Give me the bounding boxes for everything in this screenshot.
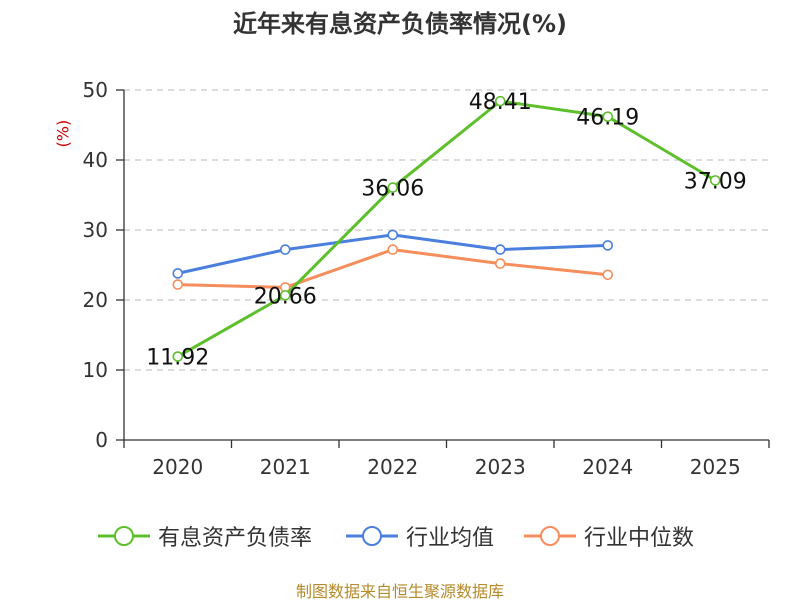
legend-marker-icon	[98, 526, 150, 546]
y-tick-label: 20	[83, 288, 108, 312]
y-tick-label: 0	[95, 428, 108, 452]
data-point	[602, 240, 614, 251]
legend-label: 有息资产负债率	[158, 526, 313, 551]
data-point	[172, 351, 184, 362]
data-point	[279, 290, 291, 301]
data-point	[279, 244, 291, 255]
data-point	[709, 175, 721, 186]
legend-label: 行业均值	[406, 526, 495, 551]
chart-legend: 有息资产负债率 行业均值 行业中位数	[0, 516, 800, 556]
legend-marker-icon	[524, 526, 576, 546]
x-tick-label: 2021	[260, 455, 311, 479]
x-tick-label: 2024	[582, 455, 633, 479]
data-point	[387, 229, 399, 241]
legend-label: 行业中位数	[584, 526, 695, 551]
legend-item[interactable]: 行业中位数	[524, 516, 694, 556]
y-tick-label: 40	[83, 148, 108, 172]
y-tick-label: 10	[83, 358, 108, 382]
x-tick-label: 2022	[367, 455, 418, 479]
data-point	[387, 182, 399, 193]
data-point	[602, 111, 614, 122]
y-tick-label: 30	[83, 218, 108, 242]
legend-item[interactable]: 有息资产负债率	[98, 516, 312, 556]
data-point	[602, 269, 614, 281]
series-line	[177, 99, 717, 358]
data-point	[494, 244, 506, 255]
x-tick-label: 2020	[152, 455, 203, 479]
data-label: 20.66	[254, 284, 317, 309]
legend-item[interactable]: 行业均值	[346, 516, 494, 556]
data-source-note: 制图数据来自恒生聚源数据库	[295, 582, 504, 601]
data-label: 37.09	[684, 169, 747, 194]
data-point	[172, 279, 184, 290]
data-label: 36.06	[361, 177, 424, 202]
data-point	[387, 244, 399, 255]
chart-title: 近年来有息资产负债率情况(%)	[233, 10, 567, 38]
data-label: 46.19	[576, 106, 639, 131]
data-label: 11.92	[146, 346, 209, 371]
data-point	[172, 268, 184, 279]
series-line	[177, 248, 608, 289]
x-tick-label: 2025	[690, 455, 741, 479]
legend-marker-icon	[346, 526, 398, 546]
data-point	[494, 95, 506, 107]
y-tick-label: 50	[83, 78, 108, 102]
x-tick-label: 2023	[475, 455, 526, 479]
data-point	[494, 258, 506, 269]
data-label: 48.41	[469, 90, 532, 115]
